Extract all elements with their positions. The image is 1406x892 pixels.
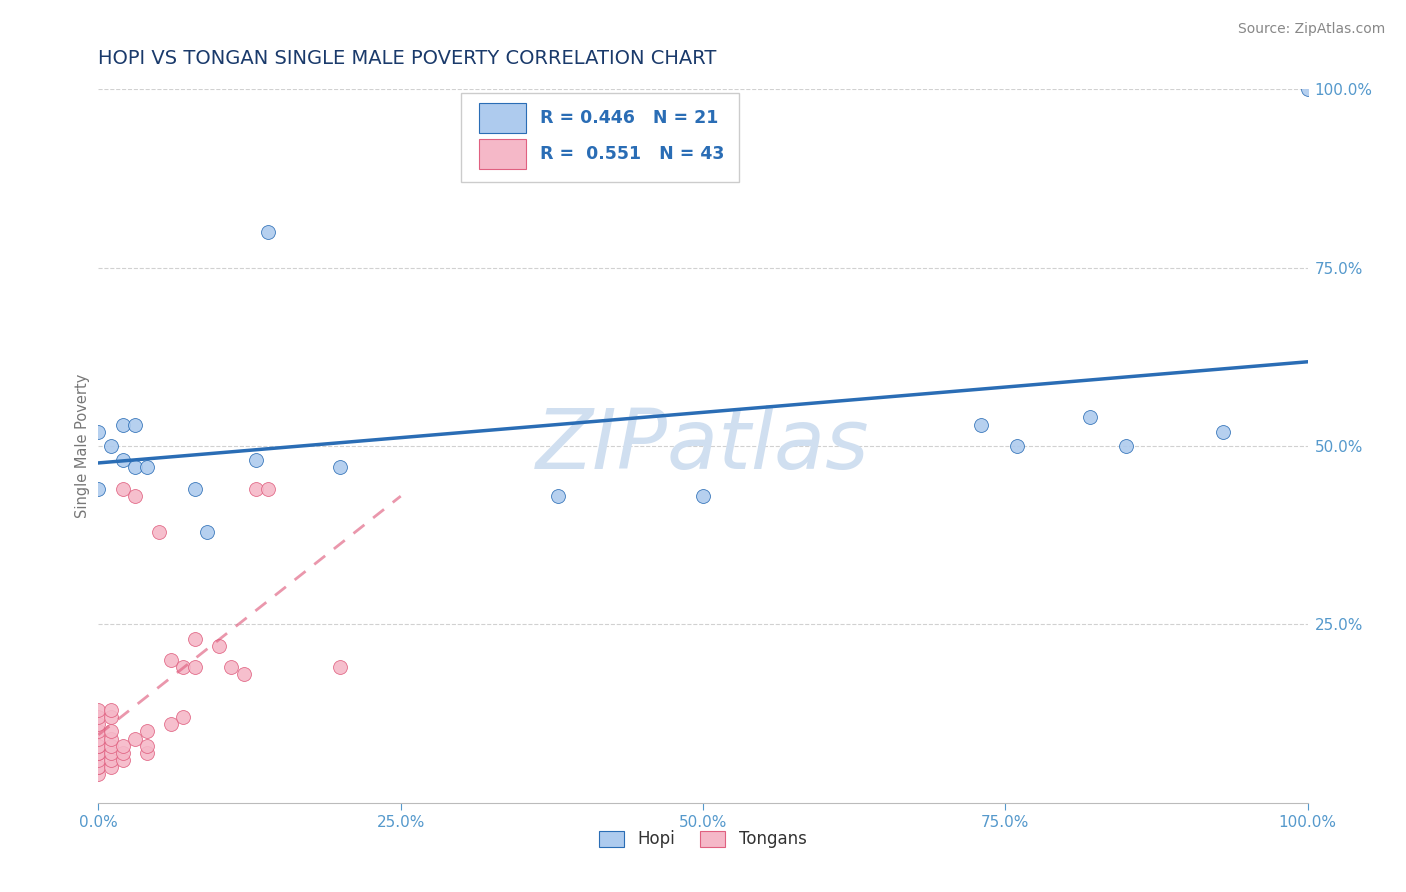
Point — [87, 710, 110, 724]
Point — [135, 739, 157, 753]
Point — [135, 746, 157, 760]
Point — [100, 439, 122, 453]
Text: ZIPatlas: ZIPatlas — [536, 406, 870, 486]
Point — [184, 632, 207, 646]
Point — [100, 724, 122, 739]
Point — [195, 524, 218, 539]
Point — [160, 653, 183, 667]
Point — [87, 717, 110, 731]
Point — [87, 753, 110, 767]
Point — [100, 746, 122, 760]
Point — [124, 489, 146, 503]
Point — [87, 724, 110, 739]
Point — [100, 710, 122, 724]
Point — [329, 460, 352, 475]
Point — [329, 660, 352, 674]
FancyBboxPatch shape — [461, 93, 740, 182]
Point — [160, 717, 183, 731]
Point — [111, 746, 134, 760]
Text: R =  0.551   N = 43: R = 0.551 N = 43 — [540, 145, 724, 163]
Point — [100, 703, 122, 717]
FancyBboxPatch shape — [479, 103, 526, 134]
Point — [135, 460, 157, 475]
Point — [100, 760, 122, 774]
Point — [135, 724, 157, 739]
FancyBboxPatch shape — [479, 139, 526, 169]
Point — [1212, 425, 1234, 439]
Point — [87, 703, 110, 717]
Point — [87, 767, 110, 781]
Point — [100, 731, 122, 746]
Point — [111, 753, 134, 767]
Point — [172, 660, 194, 674]
Point — [245, 453, 267, 467]
Point — [111, 417, 134, 432]
Point — [87, 731, 110, 746]
Point — [256, 225, 278, 239]
Point — [87, 746, 110, 760]
Point — [245, 482, 267, 496]
Point — [87, 739, 110, 753]
Point — [87, 482, 110, 496]
Text: Source: ZipAtlas.com: Source: ZipAtlas.com — [1237, 22, 1385, 37]
Point — [111, 453, 134, 467]
Point — [1078, 410, 1101, 425]
Point — [111, 739, 134, 753]
Text: HOPI VS TONGAN SINGLE MALE POVERTY CORRELATION CHART: HOPI VS TONGAN SINGLE MALE POVERTY CORRE… — [98, 49, 717, 68]
Point — [172, 710, 194, 724]
Point — [87, 739, 110, 753]
Point — [124, 731, 146, 746]
Point — [1296, 82, 1319, 96]
Point — [692, 489, 714, 503]
Point — [547, 489, 569, 503]
Text: R = 0.446   N = 21: R = 0.446 N = 21 — [540, 110, 718, 128]
Y-axis label: Single Male Poverty: Single Male Poverty — [75, 374, 90, 518]
Point — [1007, 439, 1029, 453]
Point — [184, 660, 207, 674]
Point — [100, 753, 122, 767]
Point — [256, 482, 278, 496]
Point — [87, 746, 110, 760]
Point — [100, 739, 122, 753]
Point — [184, 482, 207, 496]
Point — [124, 460, 146, 475]
Point — [232, 667, 254, 681]
Point — [208, 639, 231, 653]
Point — [111, 482, 134, 496]
Point — [87, 760, 110, 774]
Point — [1115, 439, 1137, 453]
Point — [221, 660, 243, 674]
Point — [148, 524, 170, 539]
Point — [124, 417, 146, 432]
Point — [970, 417, 993, 432]
Legend: Hopi, Tongans: Hopi, Tongans — [593, 824, 813, 855]
Point — [87, 760, 110, 774]
Point — [87, 425, 110, 439]
